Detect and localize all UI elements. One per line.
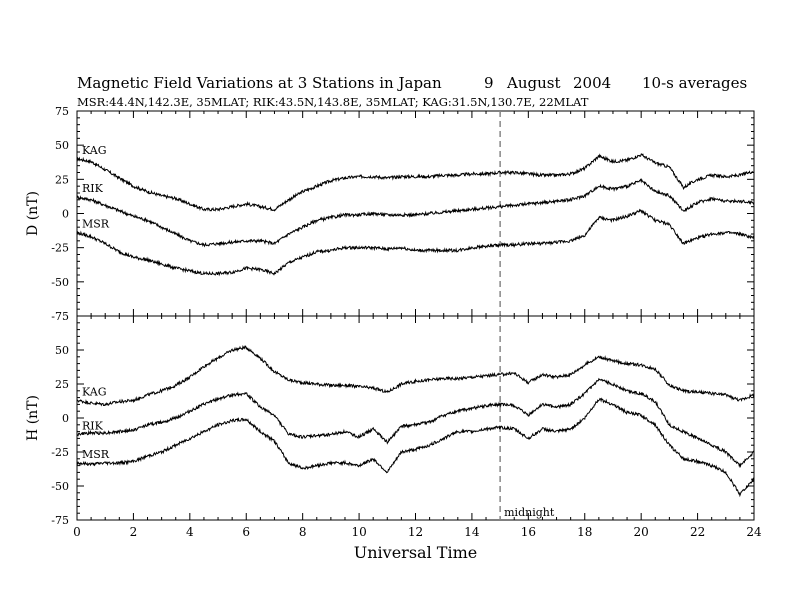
midnight-label: midnight xyxy=(504,506,555,519)
x-tick-label: 8 xyxy=(299,525,307,539)
x-tick-label: 2 xyxy=(130,525,138,539)
x-tick-label: 20 xyxy=(634,525,649,539)
y-tick-label: 75 xyxy=(55,105,69,118)
x-tick-label: 4 xyxy=(186,525,194,539)
y-axis-label: D (nT) xyxy=(25,191,41,236)
y-tick-label: -75 xyxy=(51,310,69,323)
y-tick-label: -50 xyxy=(51,276,69,289)
series-kag-label: KAG xyxy=(82,385,107,398)
y-tick-label: 0 xyxy=(62,208,69,221)
chart-header: Magnetic Field Variations at 3 Stations … xyxy=(77,74,747,109)
series-msr-label: MSR xyxy=(82,218,110,231)
panels-container: -75 -50 -25 0 25 50 75 D (nT) KAG RIK MSR -75 -50 -25… xyxy=(25,105,762,562)
series-kag-line xyxy=(77,153,755,212)
series-rik-label: RIK xyxy=(82,419,104,432)
series-msr-line xyxy=(76,208,755,277)
y-tick-label: -25 xyxy=(51,242,69,255)
chart-day: 9 xyxy=(484,74,494,92)
chart-year: 2004 xyxy=(573,74,611,92)
chart-month: August xyxy=(506,74,560,92)
series-rik-label: RIK xyxy=(82,182,104,195)
y-tick-label: 25 xyxy=(55,378,69,391)
chart-title: Magnetic Field Variations at 3 Stations … xyxy=(77,74,442,92)
series-msr-label: MSR xyxy=(82,448,110,461)
x-tick-label: 16 xyxy=(521,525,536,539)
y-tick-label: 0 xyxy=(62,412,69,425)
y-tick-label: 50 xyxy=(55,344,69,357)
x-tick-label: 10 xyxy=(351,525,366,539)
y-axis-label: H (nT) xyxy=(25,395,41,441)
x-tick-label: 14 xyxy=(464,525,480,539)
panel-top: -75 -50 -25 0 25 50 75 D (nT) KAG RIK MSR xyxy=(25,105,755,323)
x-tick-label: 12 xyxy=(408,525,423,539)
series-rik-line xyxy=(76,377,755,469)
x-tick-label: 18 xyxy=(577,525,592,539)
series-rik-line xyxy=(76,177,755,248)
x-axis-label: Universal Time xyxy=(354,543,477,562)
series-kag-label: KAG xyxy=(82,144,107,157)
chart-averaging: 10-s averages xyxy=(642,74,747,92)
y-tick-label: -25 xyxy=(51,446,69,459)
x-tick-label: 22 xyxy=(690,525,705,539)
x-tick-label: 0 xyxy=(73,525,81,539)
y-tick-label: -50 xyxy=(51,480,69,493)
x-tick-label: 6 xyxy=(242,525,250,539)
y-tick-label: -75 xyxy=(51,514,69,527)
series-kag-line xyxy=(76,344,755,407)
y-tick-label: 50 xyxy=(55,139,69,152)
x-tick-label: 24 xyxy=(746,525,762,539)
chart-subtitle: MSR:44.4N,142.3E, 35MLAT; RIK:43.5N,143.… xyxy=(77,95,589,109)
series-msr-line xyxy=(76,397,755,498)
y-tick-label: 25 xyxy=(55,173,69,186)
